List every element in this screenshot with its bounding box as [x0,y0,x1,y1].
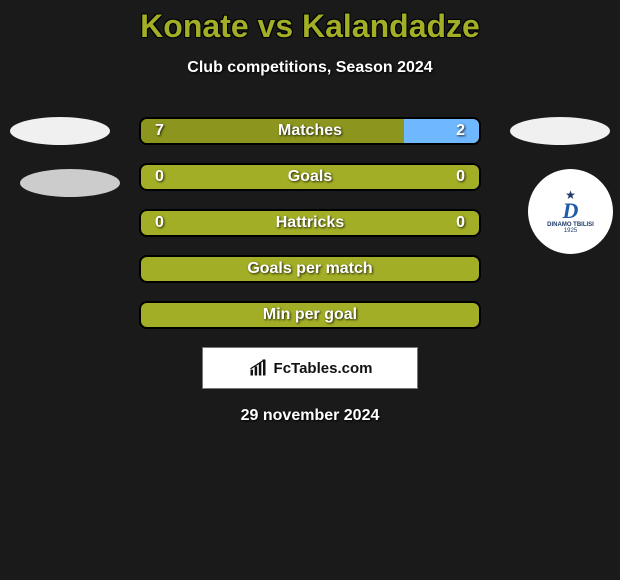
page-title: Konate vs Kalandadze [0,0,620,45]
subtitle: Club competitions, Season 2024 [0,59,620,77]
stat-label: Hattricks [141,214,479,232]
stat-bar-goals: 0 Goals 0 [139,163,481,191]
chart-icon [248,358,268,378]
stat-label: Matches [141,122,479,140]
stat-value-right: 0 [456,168,479,186]
stat-label: Goals [141,168,479,186]
watermark[interactable]: FcTables.com [202,347,418,389]
stat-bar-hattricks: 0 Hattricks 0 [139,209,481,237]
stat-bar-mpg: Min per goal [139,301,481,329]
comparison-body: ★ D DINAMO TBILISI 1925 7 Matches 2 0 Go… [0,117,620,425]
club-right-letter: D [563,201,579,221]
stat-label: Min per goal [141,306,479,324]
watermark-label: FcTables.com [274,360,373,377]
club-right-year: 1925 [564,228,577,234]
club-left-logo [20,169,120,197]
stat-bar-matches: 7 Matches 2 [139,117,481,145]
player-left-avatar [10,117,110,145]
stat-value-right: 2 [456,122,479,140]
stat-value-right: 0 [456,214,479,232]
date-label: 29 november 2024 [0,407,620,425]
club-right-logo: ★ D DINAMO TBILISI 1925 [528,169,613,254]
player-right-avatar [510,117,610,145]
stat-bar-gpm: Goals per match [139,255,481,283]
stat-label: Goals per match [141,260,479,278]
stats-bars: 7 Matches 2 0 Goals 0 0 Hattricks 0 Goal… [139,117,481,329]
